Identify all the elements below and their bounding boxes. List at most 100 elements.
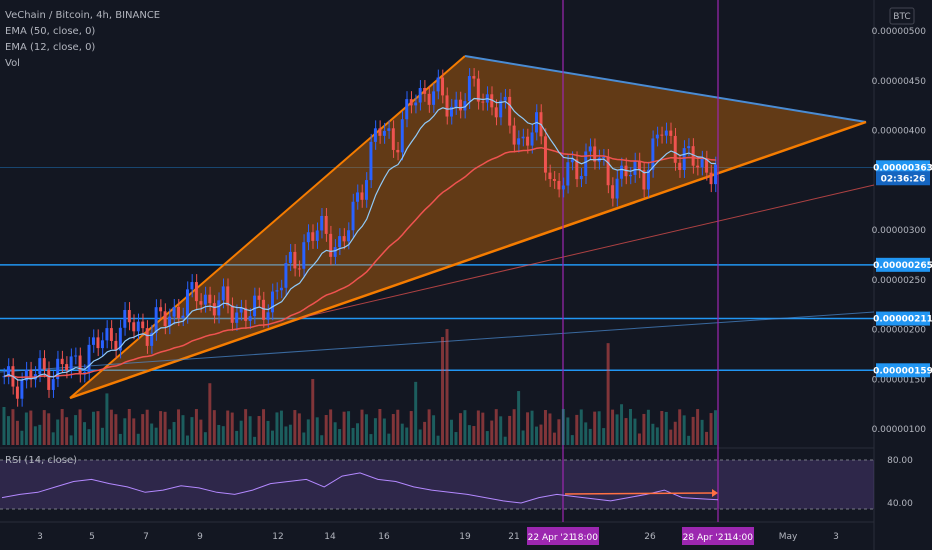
volume-bar: [190, 417, 194, 445]
date-marker-date: 28 Apr '21: [683, 533, 730, 543]
candle-body: [177, 306, 180, 319]
candle-body: [132, 322, 136, 332]
candle-body: [432, 91, 436, 105]
candle-body: [100, 340, 104, 349]
volume-bar: [239, 420, 243, 445]
volume-bar: [409, 411, 413, 445]
volume-bar: [11, 409, 15, 445]
candle-body: [194, 282, 198, 302]
candle-body: [396, 149, 400, 153]
candle-body: [87, 344, 91, 373]
y-tick-label: 0.00000150: [872, 375, 927, 385]
x-tick-label: 19: [459, 532, 471, 542]
ema12-line: [3, 97, 716, 381]
candle-body: [364, 180, 368, 200]
volume-bar: [557, 419, 561, 445]
candle-body: [472, 76, 476, 79]
volume-bar: [539, 424, 543, 445]
volume-bar: [20, 430, 24, 445]
volume-bar: [221, 426, 225, 445]
candle-body: [369, 141, 373, 181]
volume-bar: [2, 407, 6, 445]
volume-bar: [168, 429, 172, 445]
candle-body: [651, 138, 655, 170]
candle-body: [579, 176, 583, 180]
x-tick-label: May: [779, 532, 798, 542]
volume-bar: [391, 414, 395, 445]
candle-body: [244, 307, 248, 321]
candle-body: [490, 94, 494, 108]
volume-bar: [387, 433, 391, 445]
volume-bar: [584, 422, 588, 445]
volume-bar: [306, 419, 310, 445]
candle-body: [700, 158, 704, 168]
volume-bar: [602, 428, 606, 445]
volume-bar: [561, 409, 565, 445]
volume-bar: [342, 411, 346, 445]
volume-bar: [109, 409, 113, 445]
volume-bar: [543, 410, 547, 445]
candle-body: [297, 268, 301, 270]
candle-body: [467, 76, 471, 102]
volume-bar: [508, 415, 512, 445]
volume-bar: [691, 416, 695, 445]
candle-body: [38, 358, 42, 375]
volume-bar: [521, 430, 525, 445]
candle-body: [566, 162, 570, 186]
volume-bar: [293, 410, 297, 445]
volume-bar: [396, 409, 400, 445]
volume-bar: [279, 410, 283, 445]
price-tag-label: 02:36:26: [881, 174, 926, 184]
rsi-legend: RSI (14, close): [5, 455, 78, 466]
candle-body: [221, 286, 225, 301]
volume-bar: [185, 435, 189, 445]
candle-body: [615, 178, 619, 199]
candle-body: [65, 364, 69, 371]
x-tick-label: 26: [644, 532, 656, 542]
volume-bar: [620, 404, 624, 445]
volume-bar: [364, 414, 368, 445]
volume-bar: [696, 409, 700, 445]
volume-bar: [485, 431, 489, 445]
candle-body: [347, 230, 351, 242]
volume-bar: [324, 414, 328, 445]
volume-bar: [212, 410, 216, 445]
x-tick-label: 3: [833, 532, 839, 542]
volume-bar: [517, 391, 521, 445]
candle-body: [409, 99, 413, 106]
price-tag-label: 0.00000211: [873, 315, 932, 325]
volume-bar: [127, 409, 131, 445]
candle-body: [552, 179, 556, 181]
x-tick-label: 16: [378, 532, 390, 542]
candle-body: [141, 321, 145, 329]
candle-body: [78, 355, 82, 375]
volume-bar: [526, 412, 530, 445]
candle-body: [239, 307, 243, 313]
volume-bar: [458, 413, 462, 445]
volume-bar: [588, 428, 592, 445]
volume-bar: [450, 419, 453, 445]
candle-body: [29, 369, 33, 380]
candle-body: [15, 386, 19, 399]
candle-body: [163, 311, 167, 327]
candle-body: [463, 101, 467, 111]
x-tick-label: 21: [508, 532, 519, 542]
volume-bar: [481, 412, 485, 445]
candle-body: [306, 232, 310, 243]
candle-body: [266, 312, 270, 320]
candle-body: [74, 355, 78, 357]
x-tick-label: 5: [89, 532, 95, 542]
volume-bar: [172, 422, 176, 445]
candle-body: [109, 328, 113, 341]
y-tick-label: 0.00000500: [872, 27, 927, 37]
x-tick-label: 3: [37, 532, 43, 542]
candle-body: [521, 136, 525, 139]
candle-body: [427, 93, 431, 105]
volume-bar: [329, 409, 333, 445]
rsi-band: [0, 460, 874, 509]
candle-body: [320, 215, 324, 231]
volume-bar: [575, 414, 579, 445]
triangle-left-edge: [69, 55, 466, 399]
